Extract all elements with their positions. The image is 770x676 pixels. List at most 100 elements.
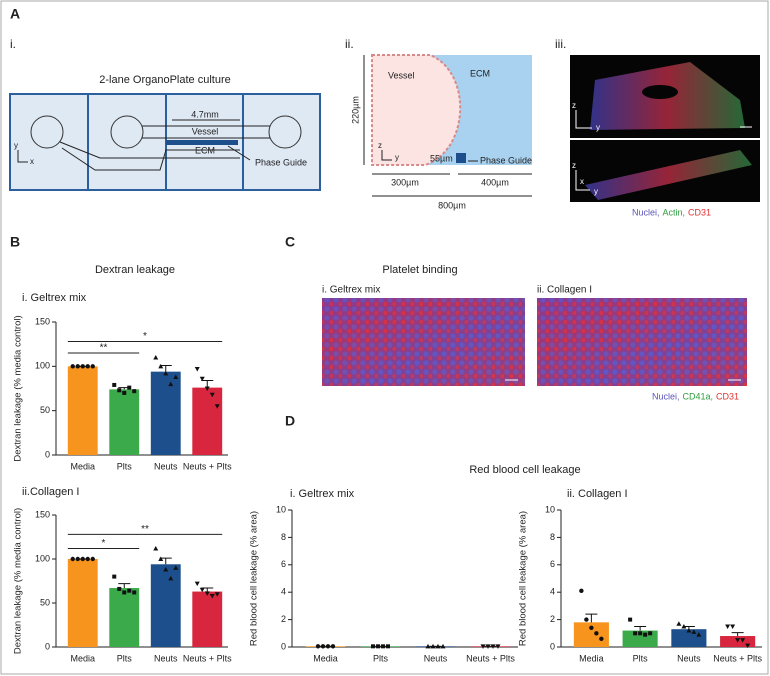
significance-label: ** bbox=[141, 524, 149, 535]
data-point bbox=[158, 556, 164, 561]
label: x bbox=[30, 157, 34, 166]
data-point bbox=[643, 632, 648, 637]
label: y bbox=[596, 123, 600, 132]
label: ECM bbox=[195, 145, 215, 155]
panel-label: A bbox=[10, 6, 20, 22]
x-tick-label: Neuts bbox=[154, 461, 178, 471]
data-point bbox=[168, 381, 174, 387]
data-point bbox=[480, 644, 486, 649]
data-point bbox=[112, 574, 117, 579]
data-point bbox=[153, 545, 159, 551]
data-point bbox=[485, 644, 491, 649]
y-tick-label: 6 bbox=[281, 559, 286, 569]
data-point bbox=[153, 354, 159, 360]
data-point bbox=[70, 556, 75, 562]
y-tick-label: 2 bbox=[550, 614, 555, 624]
data-point bbox=[735, 638, 741, 643]
significance-label: ** bbox=[100, 343, 108, 354]
data-point bbox=[70, 364, 75, 369]
x-tick-label: Plts bbox=[117, 461, 133, 471]
data-point bbox=[85, 556, 90, 562]
data-point bbox=[628, 617, 633, 622]
data-point bbox=[112, 382, 117, 387]
bar bbox=[109, 588, 140, 647]
x-tick-label: Plts bbox=[117, 653, 133, 663]
label: Phase Guide bbox=[255, 157, 307, 167]
y-tick-label: 50 bbox=[40, 597, 50, 607]
panel-label: D bbox=[285, 413, 295, 429]
label: y bbox=[14, 141, 18, 150]
data-point bbox=[194, 366, 200, 372]
y-axis-label: Dextran leakage (% media control) bbox=[13, 315, 24, 461]
error-bar bbox=[585, 613, 598, 623]
data-point bbox=[425, 643, 431, 649]
y-tick-label: 150 bbox=[35, 509, 50, 519]
data-point bbox=[173, 374, 179, 379]
y-tick-label: 6 bbox=[550, 559, 555, 569]
data-point bbox=[209, 593, 215, 599]
label: i. Geltrex mix bbox=[322, 285, 380, 296]
x-tick-label: Neuts + Plts bbox=[466, 653, 515, 663]
data-point bbox=[199, 587, 205, 593]
data-point bbox=[75, 364, 80, 369]
data-point bbox=[676, 621, 682, 626]
legend-item: CD31 bbox=[716, 391, 739, 401]
data-point bbox=[127, 385, 132, 390]
data-point bbox=[376, 644, 380, 649]
data-point bbox=[163, 567, 169, 572]
data-point bbox=[584, 617, 589, 622]
channel-cross-section bbox=[363, 54, 532, 197]
data-point bbox=[599, 636, 604, 641]
bar bbox=[150, 371, 181, 455]
data-point bbox=[320, 644, 326, 649]
bar bbox=[67, 366, 98, 455]
data-point bbox=[209, 392, 215, 398]
data-point bbox=[325, 644, 331, 649]
data-point bbox=[495, 644, 501, 649]
data-point bbox=[490, 644, 496, 649]
x-tick-label: Neuts bbox=[424, 653, 448, 663]
label: 55µm bbox=[430, 153, 453, 163]
data-point bbox=[386, 644, 390, 649]
legend-item: CD31 bbox=[688, 207, 711, 217]
chart-subtitle: ii. Collagen I bbox=[567, 488, 628, 500]
data-point bbox=[132, 389, 137, 394]
data-point bbox=[132, 590, 137, 595]
data-point bbox=[122, 590, 127, 595]
data-point bbox=[168, 575, 174, 581]
data-point bbox=[80, 556, 85, 562]
legend-item: CD41a, bbox=[683, 391, 714, 401]
x-tick-label: Neuts bbox=[677, 653, 701, 663]
label: Vessel bbox=[388, 70, 415, 80]
y-tick-label: 0 bbox=[550, 641, 555, 651]
x-tick-label: Media bbox=[579, 653, 604, 663]
data-point bbox=[648, 631, 653, 636]
label: Phase Guide bbox=[480, 155, 532, 165]
data-point bbox=[90, 364, 95, 369]
data-point bbox=[117, 388, 122, 393]
bar bbox=[67, 559, 98, 647]
data-point bbox=[594, 631, 599, 636]
data-point bbox=[127, 588, 132, 593]
significance-label: * bbox=[143, 331, 147, 342]
data-point bbox=[725, 624, 731, 629]
subpanel-label: iii. bbox=[555, 37, 566, 51]
y-axis-label: Red blood cell leakage (% area) bbox=[249, 511, 260, 646]
error-bar bbox=[731, 632, 744, 637]
label: y bbox=[594, 187, 598, 196]
data-point bbox=[122, 390, 127, 395]
data-point bbox=[371, 644, 375, 649]
bar bbox=[671, 629, 707, 647]
data-point bbox=[440, 643, 446, 649]
data-point bbox=[80, 364, 85, 369]
y-tick-label: 100 bbox=[35, 553, 50, 563]
label: 2-lane OrganoPlate culture bbox=[99, 74, 230, 86]
label: Vessel bbox=[192, 126, 219, 136]
label: x bbox=[580, 177, 584, 186]
y-tick-label: 8 bbox=[550, 532, 555, 542]
x-tick-label: Media bbox=[70, 461, 95, 471]
data-point bbox=[117, 586, 122, 591]
data-point bbox=[85, 364, 90, 369]
